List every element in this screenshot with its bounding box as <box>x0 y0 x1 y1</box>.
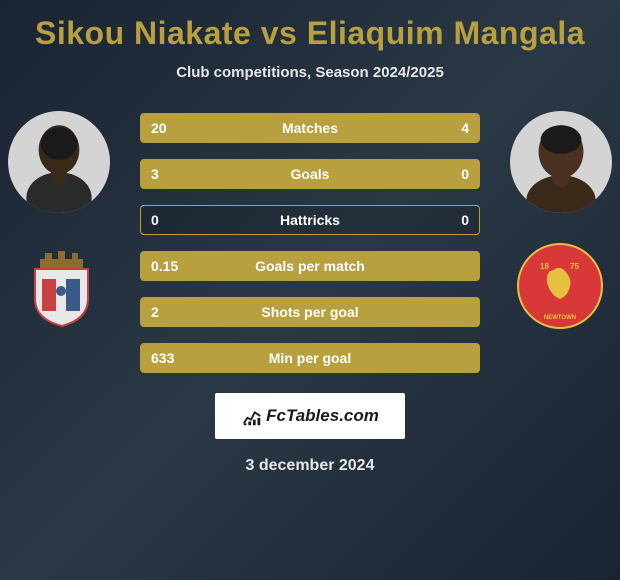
page-title: Sikou Niakate vs Eliaquim Mangala <box>0 15 620 52</box>
stat-row: 3 Goals 0 <box>140 159 480 189</box>
stat-value-right: 0 <box>461 166 469 182</box>
stat-value-left: 20 <box>151 120 167 136</box>
stat-label: Goals per match <box>255 258 365 274</box>
svg-text:NEWTOWN: NEWTOWN <box>544 315 576 321</box>
stat-value-left: 2 <box>151 304 159 320</box>
player-photo-right <box>510 111 612 213</box>
stat-value-left: 0.15 <box>151 258 178 274</box>
stat-label: Min per goal <box>269 350 351 366</box>
stat-label: Goals <box>291 166 330 182</box>
stats-bars: 20 Matches 4 3 Goals 0 0 Hattricks 0 0.15 Goals pe… <box>140 111 480 373</box>
subtitle: Club competitions, Season 2024/2025 <box>0 64 620 81</box>
stat-value-left: 633 <box>151 350 174 366</box>
player-photo-left <box>8 111 110 213</box>
stat-value-left: 0 <box>151 212 159 228</box>
stat-row: 2 Shots per goal <box>140 297 480 327</box>
svg-text:18: 18 <box>540 262 549 271</box>
stat-label: Matches <box>282 120 338 136</box>
footer-badge: FcTables.com <box>215 393 405 439</box>
stat-row: 20 Matches 4 <box>140 113 480 143</box>
stat-label: Shots per goal <box>261 304 358 320</box>
date-text: 3 december 2024 <box>0 457 620 475</box>
stat-value-left: 3 <box>151 166 159 182</box>
club-logo-right: 18 75 NEWTOWN <box>510 241 610 331</box>
footer-brand-text: FcTables.com <box>266 406 379 426</box>
stat-row: 0.15 Goals per match <box>140 251 480 281</box>
svg-text:75: 75 <box>570 262 579 271</box>
stat-row: 0 Hattricks 0 <box>140 205 480 235</box>
stat-label: Hattricks <box>280 212 340 228</box>
stat-value-right: 0 <box>461 212 469 228</box>
chart-icon <box>241 405 263 427</box>
club-logo-left <box>10 241 110 331</box>
stat-value-right: 4 <box>461 120 469 136</box>
comparison-area: 18 75 NEWTOWN 20Matches43Goals00Hattrick… <box>0 111 620 373</box>
stat-row: 633 Min per goal <box>140 343 480 373</box>
stat-bar-left <box>141 114 405 142</box>
